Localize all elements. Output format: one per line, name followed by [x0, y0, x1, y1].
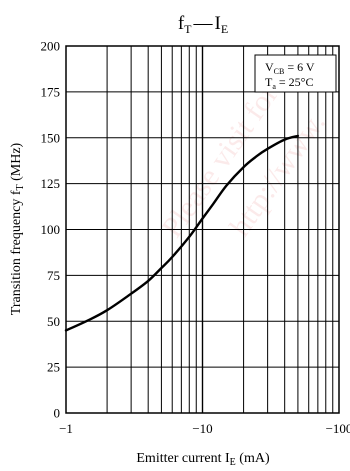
y-tick-label: 25 [47, 360, 60, 375]
y-tick-label: 175 [41, 84, 61, 99]
y-tick-label: 75 [47, 268, 60, 283]
y-tick-label: 200 [41, 39, 61, 54]
y-tick-label: 50 [47, 314, 60, 329]
x-tick-label: −1 [59, 421, 73, 436]
y-tick-label: 125 [41, 176, 61, 191]
x-tick-label: −10 [192, 421, 212, 436]
plot-frame [65, 45, 340, 414]
legend-ta: Ta = 25°C [265, 75, 313, 91]
y-axis-label: Transition frequency fT (MHz) [9, 142, 26, 315]
x-axis-label: Emitter current IE (mA) [136, 451, 270, 468]
chart-title: fT — IE [178, 13, 228, 36]
grid [66, 45, 339, 414]
series-line [64, 134, 300, 332]
tick-labels: 0 25 50 75 100 125 150 175 200 −1 −10 −100 [41, 39, 350, 437]
legend-box [254, 54, 337, 93]
x-tick-label: −100 [326, 421, 350, 436]
y-tick-label: 100 [41, 222, 61, 237]
conditions-legend: VCB = 6 V Ta = 25°C [254, 54, 337, 93]
y-tick-label: 150 [41, 130, 61, 145]
legend-vcb: VCB = 6 V [265, 60, 315, 76]
y-tick-label: 0 [54, 406, 61, 421]
